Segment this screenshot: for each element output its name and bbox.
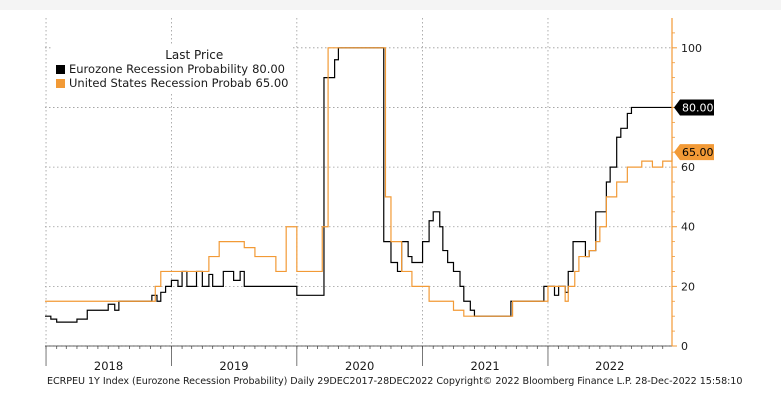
x-tick-label: 2020 [345, 359, 374, 373]
series-eurozone-line [45, 47, 672, 323]
legend: Last Price Eurozone Recession Probabilit… [52, 46, 293, 93]
last-price-tag-eurozone: 80.00 [674, 99, 714, 116]
series-layer [45, 47, 673, 323]
x-tick-label: 2019 [219, 359, 248, 373]
legend-swatch-us [56, 78, 65, 88]
last-price-tag-label: 65.00 [682, 146, 714, 159]
chart-footer: ECRPEU 1Y Index (Eurozone Recession Prob… [47, 376, 743, 387]
last-price-tag-label: 80.00 [682, 101, 714, 114]
series-us-line [45, 47, 673, 317]
y-tick-label: 20 [681, 280, 695, 293]
legend-swatch-eurozone [56, 64, 65, 74]
legend-label-eurozone: Eurozone Recession Probability [69, 62, 249, 76]
top-strip [0, 0, 781, 10]
x-tick-label: 2021 [470, 359, 499, 373]
y-tick-label: 0 [681, 340, 688, 353]
y-tick-label: 60 [681, 161, 695, 174]
legend-entry-us: United States Recession Probab 65.00 [56, 76, 288, 90]
legend-value-eurozone: 80.00 [252, 62, 285, 76]
legend-title: Last Price [165, 48, 224, 62]
x-tick-label: 2018 [94, 359, 123, 373]
y-tick-label: 100 [681, 42, 702, 55]
y-tick-label: 40 [681, 221, 695, 234]
last-price-tag-shape [674, 99, 714, 116]
legend-value-us: 65.00 [255, 76, 289, 90]
last-price-tag-shape [674, 144, 714, 161]
last-price-tags: 80.00 65.00 [674, 99, 714, 161]
legend-entry-eurozone: Eurozone Recession Probability 80.00 [56, 62, 288, 76]
legend-label-us: United States Recession Probab [69, 76, 252, 90]
x-tick-label: 2022 [595, 359, 624, 373]
last-price-tag-us: 65.00 [674, 144, 714, 161]
